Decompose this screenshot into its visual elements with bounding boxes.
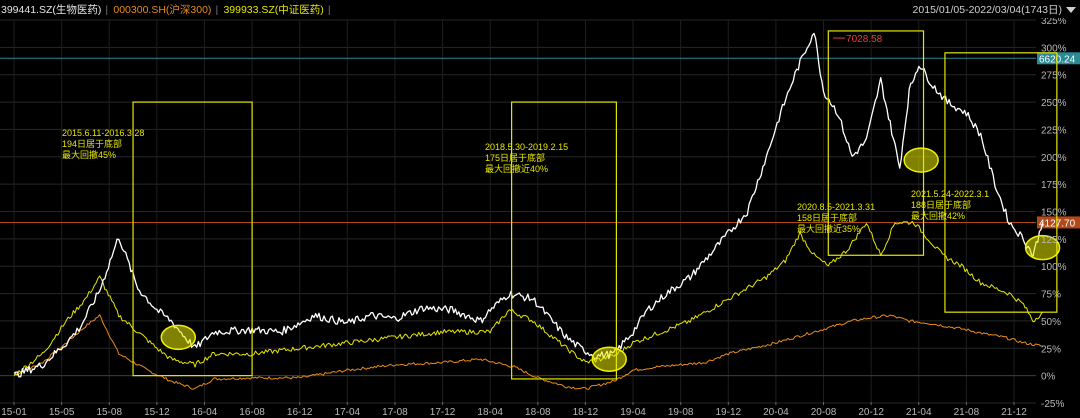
legend-item: 000300.SH(沪深300) (113, 3, 211, 16)
header-bar (0, 0, 1080, 18)
x-tick-label: 15-01 (1, 407, 27, 418)
legend-item: 399933.SZ(中证医药) (223, 3, 323, 16)
x-tick-label: 18-04 (477, 407, 503, 418)
annotation-box (511, 101, 617, 380)
annotation-boxes: 2015.6.11-2016.3.28 194日居于底部最大回撤45% 2018.5… (62, 30, 1058, 380)
date-range-label[interactable]: 2015/01/05-2022/03/04(1743日) (913, 4, 1062, 16)
y-tick-label: 150% (1041, 208, 1067, 219)
highlight-ellipse (160, 324, 197, 351)
x-tick-label: 16-04 (192, 407, 218, 418)
x-tick-label: 19-04 (620, 407, 646, 418)
reference-label-bg (1037, 52, 1080, 65)
y-tick-label: 225% (1041, 125, 1067, 136)
y-tick-label: 50% (1041, 317, 1061, 328)
legend-item: 399441.SZ(生物医药) (1, 3, 101, 16)
highlight-ellipse (1024, 234, 1061, 261)
highlight-ellipse (591, 346, 627, 372)
series-line (13, 314, 1043, 390)
x-tick-label: 15-05 (49, 407, 75, 418)
x-tick-label: 19-08 (668, 407, 694, 418)
annotation-text: 2021.5.24-2022.3.1 188日居于底部最大回撤42% (911, 189, 989, 221)
legend-separator: | (328, 4, 331, 16)
annotation-text: 2018.5.30-2019.2.15 175日居于底部最大回撤近40% (485, 142, 568, 174)
y-tick-label: 250% (1041, 98, 1067, 109)
x-tick-label: 20-08 (811, 407, 837, 418)
y-tick-label: -25% (1041, 399, 1064, 410)
peak-label: 7028.58 (846, 34, 883, 45)
y-tick-label: 25% (1041, 344, 1061, 355)
y-tick-label: 175% (1041, 180, 1067, 191)
reference-label-bg (1037, 216, 1080, 229)
legend-separator: | (215, 4, 218, 16)
highlight-ellipses (160, 147, 1061, 372)
x-axis-ticks: 15-01 15-05 15-08 15-12 16-04 16-08 16-12 17-04… (1, 402, 1027, 418)
y-axis-ticks: 325% 300% 275% 250% 225% 200% 175% 150% 125% 100%… (1041, 16, 1067, 410)
x-tick-label: 19-12 (715, 407, 741, 418)
x-tick-label: 16-12 (287, 407, 313, 418)
annotation-box (827, 30, 925, 256)
x-tick-label: 20-04 (763, 407, 789, 418)
annotation-box (944, 52, 1058, 313)
x-tick-label: 17-12 (430, 407, 456, 418)
highlight-ellipse (903, 147, 939, 173)
annotation-text: 2020.8.5-2021.3.31 158日居于底部最大回撤近35% (797, 202, 875, 234)
x-tick-label: 15-08 (96, 407, 122, 418)
annotation-text: 2015.6.11-2016.3.28 194日居于底部最大回撤45% (62, 128, 144, 160)
y-tick-label: 325% (1041, 16, 1067, 27)
y-tick-label: 125% (1041, 235, 1067, 246)
x-tick-label: 21-08 (954, 407, 980, 418)
y-tick-label: 275% (1041, 71, 1067, 82)
triangle-down-icon[interactable] (1066, 7, 1076, 13)
x-tick-label: 16-08 (239, 407, 265, 418)
series-line (13, 220, 1043, 376)
y-tick-label: 200% (1041, 153, 1067, 164)
x-tick-label: 17-04 (335, 407, 361, 418)
x-tick-label: 18-12 (573, 407, 599, 418)
y-tick-label: 75% (1041, 290, 1061, 301)
x-tick-label: 18-08 (525, 407, 551, 418)
x-tick-label: 15-12 (144, 407, 170, 418)
annotation-box (132, 101, 253, 377)
y-tick-label: 0% (1041, 372, 1056, 383)
legend-separator: | (105, 4, 108, 16)
y-tick-label: 300% (1041, 43, 1067, 54)
y-tick-label: 100% (1041, 262, 1067, 273)
x-tick-label: 17-08 (382, 407, 408, 418)
x-tick-label: 21-04 (906, 407, 932, 418)
x-tick-label: 20-12 (858, 407, 884, 418)
chart-header: 399441.SZ(生物医药) | 000300.SH(沪深300) | 399933.… (0, 0, 1080, 18)
x-tick-label: 21-12 (1001, 407, 1027, 418)
